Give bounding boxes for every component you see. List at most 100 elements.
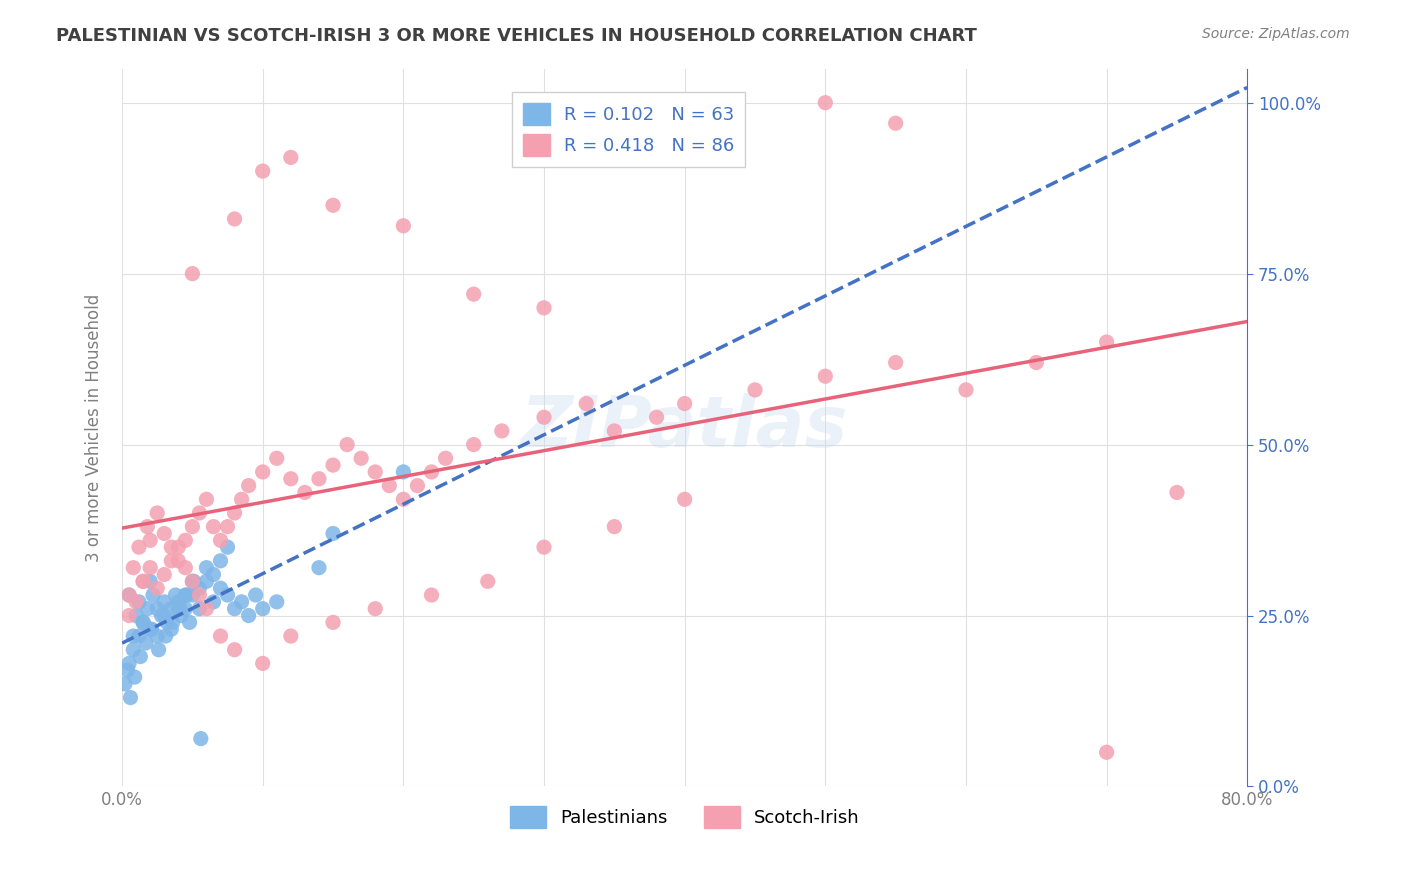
Point (167, 554, 190, 568)
Point (174, 588, 197, 602)
Point (139, 560, 162, 574)
Point (266, 451, 288, 466)
Point (392, 492, 415, 507)
Point (188, 506, 211, 520)
Point (160, 601, 183, 615)
Point (420, 588, 443, 602)
Point (673, 396, 696, 410)
Point (463, 437, 485, 451)
Point (160, 554, 183, 568)
Point (202, 519, 225, 533)
Point (1025, 355, 1047, 369)
Point (128, 540, 150, 554)
Point (136, 519, 159, 533)
Point (322, 615, 344, 630)
Point (136, 601, 159, 615)
Point (322, 526, 344, 541)
Point (118, 588, 141, 602)
Point (190, 731, 212, 746)
Point (308, 472, 330, 486)
Point (132, 574, 155, 589)
Point (364, 465, 387, 479)
Point (231, 595, 253, 609)
Point (153, 608, 176, 623)
Point (406, 478, 429, 492)
Point (139, 574, 162, 589)
Point (1166, 485, 1188, 500)
Point (160, 622, 183, 636)
Point (188, 588, 211, 602)
Point (1095, 745, 1118, 759)
Point (202, 567, 225, 582)
Point (142, 588, 165, 602)
Point (224, 506, 246, 520)
Point (132, 574, 155, 589)
Point (195, 560, 218, 574)
Point (118, 657, 141, 671)
Point (884, 116, 907, 130)
Point (673, 492, 696, 507)
Point (181, 588, 204, 602)
Point (125, 608, 148, 623)
Point (167, 540, 190, 554)
Point (603, 424, 626, 438)
Point (392, 219, 415, 233)
Point (202, 595, 225, 609)
Point (146, 629, 169, 643)
Point (280, 150, 302, 164)
Point (117, 663, 139, 677)
Point (392, 465, 415, 479)
Point (156, 615, 179, 630)
Text: PALESTINIAN VS SCOTCH-IRISH 3 OR MORE VEHICLES IN HOUSEHOLD CORRELATION CHART: PALESTINIAN VS SCOTCH-IRISH 3 OR MORE VE… (56, 27, 977, 45)
Point (153, 526, 176, 541)
Point (477, 574, 499, 589)
Point (167, 601, 190, 615)
Point (118, 608, 141, 623)
Point (155, 629, 177, 643)
Point (139, 533, 162, 548)
Point (252, 164, 274, 178)
Point (118, 588, 141, 602)
Point (167, 595, 190, 609)
Point (195, 574, 218, 589)
Point (266, 595, 288, 609)
Point (179, 615, 201, 630)
Point (378, 478, 401, 492)
Point (814, 369, 837, 384)
Point (533, 540, 555, 554)
Point (188, 601, 211, 615)
Point (533, 410, 555, 425)
Point (181, 267, 204, 281)
Point (132, 615, 155, 630)
Point (209, 533, 232, 548)
Point (336, 437, 359, 451)
Point (122, 629, 145, 643)
Point (434, 451, 457, 466)
Point (322, 458, 344, 472)
Point (146, 601, 169, 615)
Point (744, 383, 766, 397)
Point (146, 581, 169, 595)
Point (129, 649, 152, 664)
Point (141, 622, 163, 636)
Point (645, 410, 668, 425)
Point (139, 622, 162, 636)
Point (252, 465, 274, 479)
Point (195, 601, 218, 615)
Point (280, 472, 302, 486)
Point (1095, 334, 1118, 349)
Point (125, 595, 148, 609)
Point (174, 533, 197, 548)
Point (209, 581, 232, 595)
Point (169, 601, 191, 615)
Point (153, 567, 176, 582)
Point (122, 560, 145, 574)
Point (114, 677, 136, 691)
Point (224, 642, 246, 657)
Point (148, 642, 170, 657)
Point (209, 629, 232, 643)
Point (603, 519, 626, 533)
Point (170, 608, 193, 623)
Point (174, 560, 197, 574)
Point (224, 211, 246, 226)
